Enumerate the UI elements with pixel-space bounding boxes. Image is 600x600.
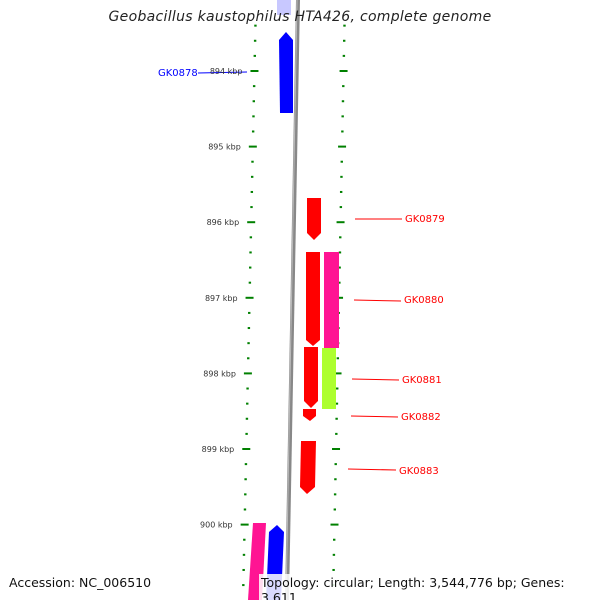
genome-summary: Topology: circular; Length: 3,544,776 bp… xyxy=(259,574,600,600)
backbone xyxy=(285,0,300,600)
ruler-label: 894 kbp xyxy=(210,67,243,76)
ruler-label: 895 kbp xyxy=(208,143,241,152)
gene-label-GK0879[interactable]: GK0879 xyxy=(405,214,445,225)
map-title: Geobacillus kaustophilus HTA426, complet… xyxy=(108,9,492,25)
gene-feature-top-blue[interactable] xyxy=(277,0,291,15)
gene-arrow-GK0883[interactable] xyxy=(300,441,316,494)
feature-pink[interactable] xyxy=(324,252,339,348)
feature-green[interactable] xyxy=(322,348,336,409)
gene-label-GK0883[interactable]: GK0883 xyxy=(399,466,439,477)
gene-label-GK0880[interactable]: GK0880 xyxy=(404,295,444,306)
gene-label-GK0881[interactable]: GK0881 xyxy=(402,375,442,386)
gene-arrow-GK0880[interactable] xyxy=(306,252,320,346)
gene-label-GK0882[interactable]: GK0882 xyxy=(401,412,441,423)
ruler-label: 900 kbp xyxy=(200,521,233,530)
ruler-label: 896 kbp xyxy=(207,218,240,227)
gene-arrow-GK0879[interactable] xyxy=(307,198,321,240)
gene-arrow-GK0881[interactable] xyxy=(304,347,318,408)
ruler-label: 898 kbp xyxy=(203,369,236,378)
gene-arrow-GK0878[interactable] xyxy=(279,32,293,113)
gene-arrow-GK0882[interactable] xyxy=(303,409,316,421)
ruler-label: 897 kbp xyxy=(205,294,238,303)
gene-label-GK0878[interactable]: GK0878 xyxy=(158,68,198,79)
accession-label: Accession: NC_006510 xyxy=(7,574,154,591)
ruler-label: 899 kbp xyxy=(202,445,235,454)
tick-marks xyxy=(240,24,348,587)
